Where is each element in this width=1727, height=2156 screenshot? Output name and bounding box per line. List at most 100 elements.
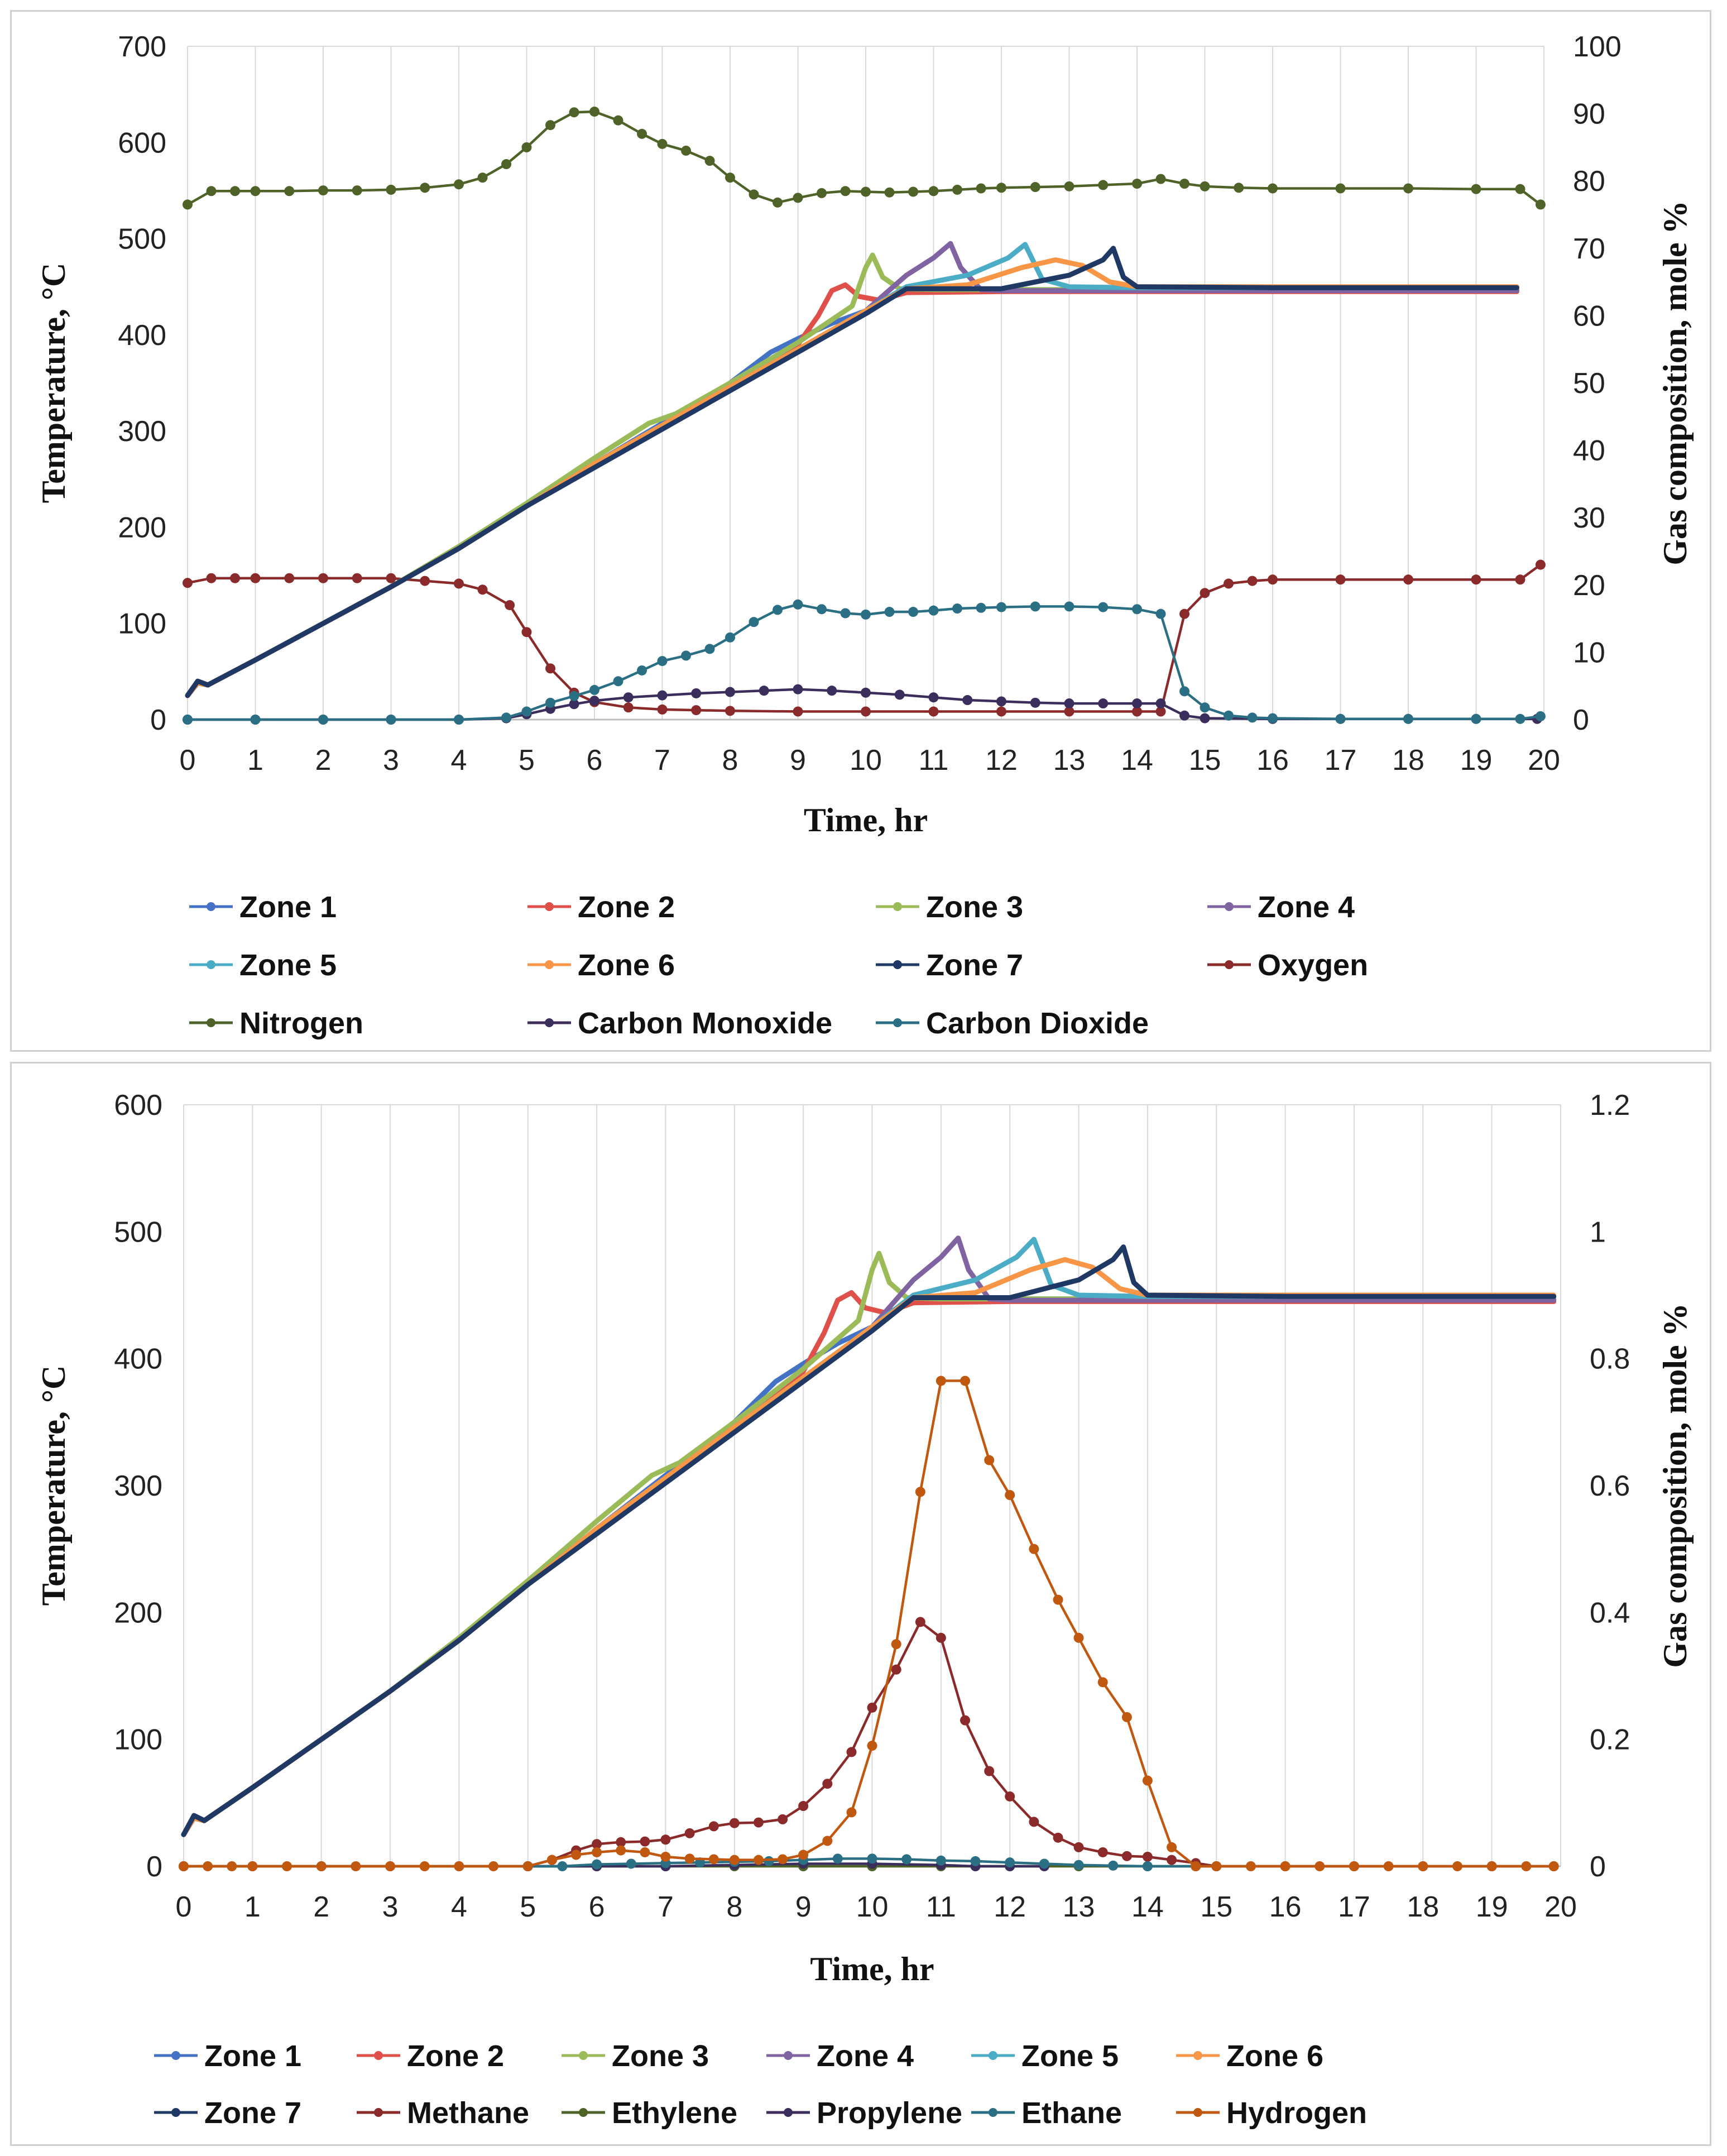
- legend-label: Zone 6: [1226, 2039, 1323, 2073]
- data-point: [589, 684, 599, 695]
- y-right-tick-label: 10: [1573, 636, 1605, 669]
- legend-marker: [545, 902, 554, 911]
- data-point: [908, 607, 919, 617]
- y-right-tick-label: 0.4: [1590, 1597, 1630, 1629]
- data-point: [996, 706, 1006, 717]
- data-point: [592, 1839, 602, 1850]
- data-point: [1039, 1858, 1049, 1869]
- data-point: [521, 142, 532, 152]
- data-point: [1403, 574, 1413, 585]
- legend-label: Zone 1: [239, 890, 337, 924]
- y-right-tick-label: 0: [1573, 704, 1589, 736]
- data-point: [1200, 713, 1210, 724]
- data-point: [505, 600, 515, 610]
- data-point: [613, 676, 623, 687]
- data-point: [1200, 588, 1210, 598]
- data-point: [1403, 183, 1413, 194]
- x-tick-label: 5: [519, 744, 535, 777]
- data-point: [976, 183, 986, 194]
- legend-label: Zone 2: [578, 890, 675, 924]
- data-point: [867, 1702, 877, 1713]
- x-tick-label: 16: [1269, 1891, 1302, 1923]
- x-tick-label: 0: [180, 744, 196, 777]
- y-left-tick-label: 0: [146, 1851, 162, 1883]
- data-point: [681, 145, 692, 156]
- data-point: [1535, 559, 1546, 570]
- data-point: [1167, 1855, 1177, 1865]
- data-point: [282, 1861, 292, 1871]
- y-left-tick-label: 200: [114, 1597, 162, 1629]
- data-point: [1349, 1861, 1359, 1871]
- y-right-tick-label: 20: [1573, 569, 1605, 602]
- data-point: [183, 715, 193, 725]
- x-tick-label: 14: [1121, 744, 1153, 777]
- data-point: [1191, 1861, 1201, 1871]
- data-point: [454, 578, 464, 589]
- data-point: [284, 573, 295, 583]
- data-point: [1268, 713, 1278, 724]
- data-point: [952, 603, 963, 614]
- x-axis-ticks: 0 1 2 3 4 5 6 7 8 9 10 11 12 13 14 15 16 17 18 19 20: [180, 744, 1560, 777]
- x-tick-label: 6: [589, 1891, 605, 1923]
- legend-marker: [374, 2108, 383, 2117]
- legend-marker: [784, 2108, 793, 2117]
- data-point: [386, 573, 396, 583]
- data-point: [1418, 1861, 1428, 1871]
- legend-label: Ethylene: [612, 2096, 737, 2130]
- legend-item-ethane: Ethane: [971, 2096, 1122, 2130]
- data-point: [861, 687, 871, 698]
- data-point: [557, 1861, 568, 1871]
- legend-marker: [579, 2051, 588, 2060]
- data-point: [521, 627, 532, 638]
- data-point: [250, 715, 261, 725]
- data-point: [1268, 574, 1278, 585]
- data-point: [1268, 183, 1278, 194]
- data-point: [928, 186, 939, 197]
- data-point: [1064, 601, 1074, 612]
- data-point: [1179, 179, 1190, 189]
- series-line: [185, 287, 1519, 698]
- data-point: [569, 691, 579, 701]
- data-point: [183, 199, 193, 210]
- legend-item-zone-1: Zone 1: [154, 2039, 301, 2073]
- x-axis-title: Time, hr: [804, 802, 928, 839]
- data-point: [1200, 181, 1210, 191]
- data-point: [250, 186, 261, 197]
- data-point: [725, 173, 735, 183]
- data-point: [970, 1856, 981, 1866]
- y-axis-right-ticks: 0 0.2 0.4 0.6 0.8 1 1.2: [1590, 1089, 1630, 1883]
- data-point: [894, 689, 905, 700]
- series-line: [527, 1857, 1196, 1868]
- data-point: [1548, 1861, 1559, 1871]
- x-tick-label: 13: [1063, 1891, 1095, 1923]
- legend-item-zone-7: Zone 7: [876, 948, 1023, 982]
- data-point: [1179, 686, 1190, 697]
- data-point: [1121, 1712, 1132, 1722]
- data-point: [545, 697, 556, 708]
- data-point: [936, 1855, 946, 1866]
- data-point: [1515, 184, 1525, 194]
- legend-label: Propylene: [817, 2096, 962, 2130]
- data-point: [704, 644, 715, 654]
- y-left-tick-label: 200: [118, 511, 166, 544]
- series-line: [185, 257, 1519, 698]
- series-oxygen: [183, 559, 1546, 717]
- data-point: [419, 1861, 430, 1871]
- data-point: [708, 1854, 719, 1865]
- data-point: [1471, 713, 1481, 724]
- data-point: [952, 184, 963, 195]
- data-point: [962, 695, 973, 706]
- data-point: [454, 1861, 464, 1871]
- data-point: [729, 1855, 740, 1865]
- legend-label: Zone 3: [926, 890, 1023, 924]
- legend-item-hydrogen: Hydrogen: [1176, 2096, 1367, 2130]
- data-point: [1155, 706, 1166, 717]
- data-point: [657, 690, 668, 701]
- legend-marker: [374, 2051, 383, 2060]
- data-point: [657, 704, 668, 715]
- data-point: [1179, 710, 1190, 721]
- data-point: [1029, 1817, 1039, 1827]
- data-point: [729, 1818, 740, 1828]
- data-point: [592, 1859, 602, 1870]
- legend-marker: [579, 2108, 588, 2117]
